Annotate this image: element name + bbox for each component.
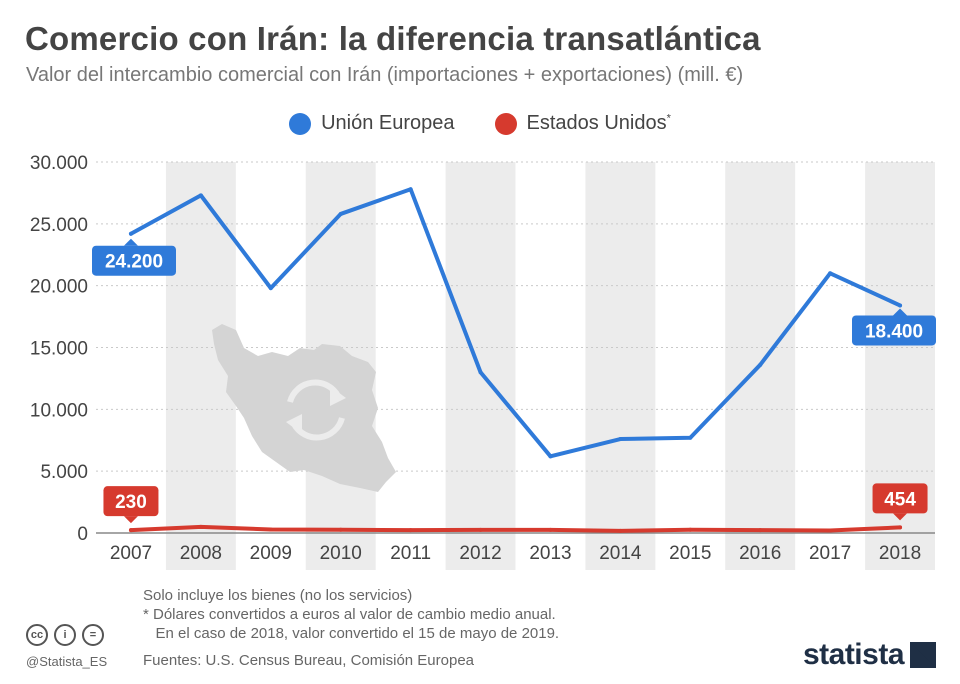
- series-line-us: [128, 524, 903, 533]
- data-label-box: [872, 483, 928, 514]
- y-tick-label: 25.000: [30, 215, 88, 236]
- data-label-pointer: [123, 516, 138, 524]
- x-tick-label: 2013: [529, 543, 571, 564]
- data-point: [758, 528, 763, 533]
- data-label-pointer: [893, 308, 908, 316]
- data-point: [688, 527, 693, 532]
- x-tick-label: 2016: [739, 543, 781, 564]
- data-label-box: [92, 245, 176, 276]
- data-label-text: 24.200: [105, 252, 163, 273]
- y-tick-label: 15.000: [30, 339, 88, 360]
- line-chart: 0 5.000 10.000 15.000 20.000 25.000 30.000 200…: [30, 153, 936, 570]
- y-tick-label: 20.000: [30, 277, 88, 298]
- license-icons[interactable]: cc i =: [26, 624, 104, 646]
- legend-dot-us: [494, 112, 517, 135]
- chart-bands: [165, 162, 935, 570]
- x-tick-label: 2009: [250, 543, 292, 564]
- chart-title: Comercio con Irán: la diferencia transat…: [25, 20, 761, 57]
- chart-subtitle: Valor del intercambio comercial con Irán…: [26, 64, 744, 86]
- y-axis: 0 5.000 10.000 15.000 20.000 25.000 30.000: [30, 153, 88, 545]
- sync-arrows-icon: [286, 379, 346, 441]
- x-tick-label: 2015: [669, 543, 711, 564]
- data-label-text: 230: [115, 492, 147, 513]
- statista-logo-icon: [910, 642, 936, 668]
- y-tick-label: 0: [77, 524, 88, 545]
- legend-label-us: Estados Unidos*: [527, 112, 671, 135]
- data-point: [898, 525, 903, 530]
- data-label: 230: [103, 486, 159, 524]
- brand-name: statista: [802, 638, 905, 671]
- data-labels: 24.200 18.400 230 454: [92, 238, 936, 524]
- data-point: [478, 370, 483, 375]
- x-tick-label: 2018: [879, 543, 921, 564]
- y-tick-label: 10.000: [30, 400, 88, 421]
- data-point: [128, 231, 133, 236]
- data-label: 454: [872, 483, 928, 521]
- data-point: [758, 362, 763, 367]
- legend: Unión Europea Estados Unidos*: [0, 112, 960, 135]
- twitter-handle[interactable]: @Statista_ES: [26, 654, 108, 669]
- data-point: [548, 527, 553, 532]
- note-conversion: * Dólares convertidos a euros al valor d…: [143, 606, 556, 623]
- data-point: [338, 527, 343, 532]
- cc-icon: cc: [26, 624, 48, 646]
- x-tick-label: 2008: [180, 543, 222, 564]
- data-point: [268, 527, 273, 532]
- band-2012: [445, 162, 516, 570]
- data-label-pointer: [893, 513, 908, 521]
- iran-map-shape: [212, 324, 396, 492]
- attribution-icon: i: [54, 624, 76, 646]
- band-2014: [585, 162, 656, 570]
- data-label-text: 18.400: [865, 321, 923, 342]
- legend-footnote-marker: *: [666, 112, 671, 125]
- data-point: [828, 528, 833, 533]
- data-point: [408, 528, 413, 533]
- statista-logo[interactable]: statista: [803, 638, 936, 672]
- data-label: 24.200: [92, 238, 176, 276]
- x-tick-label: 2012: [459, 543, 501, 564]
- footnotes: Solo incluye los bienes (no los servicio…: [143, 586, 559, 643]
- data-point: [478, 527, 483, 532]
- data-label-text: 454: [884, 489, 916, 510]
- data-label-box: [852, 315, 936, 346]
- data-point: [198, 193, 203, 198]
- data-point: [268, 286, 273, 291]
- series-line-eu: [128, 187, 903, 459]
- iran-map-icon: [212, 324, 396, 492]
- legend-label-eu: Unión Europea: [321, 112, 455, 134]
- data-label: 18.400: [852, 308, 936, 346]
- data-point: [688, 435, 693, 440]
- data-point: [548, 454, 553, 459]
- data-point: [128, 528, 133, 533]
- x-tick-label: 2017: [809, 543, 851, 564]
- x-tick-label: 2014: [599, 543, 642, 564]
- legend-item-eu: Unión Europea: [289, 112, 455, 135]
- data-label-box: [103, 486, 159, 517]
- data-point: [828, 271, 833, 276]
- data-point: [338, 211, 343, 216]
- note-goods-only: Solo incluye los bienes (no los servicio…: [143, 587, 413, 604]
- note-2018-conversion: En el caso de 2018, valor convertido el …: [143, 625, 560, 642]
- x-tick-label: 2007: [110, 543, 152, 564]
- x-tick-label: 2011: [390, 543, 431, 564]
- legend-label-us-text: Estados Unidos: [526, 112, 667, 134]
- data-label-pointer: [123, 238, 138, 246]
- chart-grid: [96, 161, 935, 534]
- x-axis: 2007 2008 2009 2010 2011 2012 2013 2014 2015 2016…: [110, 543, 921, 564]
- series-lines: [128, 187, 903, 533]
- data-point: [618, 528, 623, 533]
- no-derivatives-icon: =: [82, 624, 104, 646]
- x-tick-label: 2010: [320, 543, 362, 564]
- legend-item-us: Estados Unidos*: [494, 112, 671, 135]
- data-point: [618, 437, 623, 442]
- data-point: [408, 187, 413, 192]
- y-tick-label: 30.000: [30, 153, 88, 174]
- y-tick-label: 5.000: [40, 462, 88, 483]
- data-point: [198, 524, 203, 529]
- data-point: [898, 303, 903, 308]
- sources: Fuentes: U.S. Census Bureau, Comisión Eu…: [143, 652, 475, 669]
- legend-dot-eu: [289, 112, 312, 135]
